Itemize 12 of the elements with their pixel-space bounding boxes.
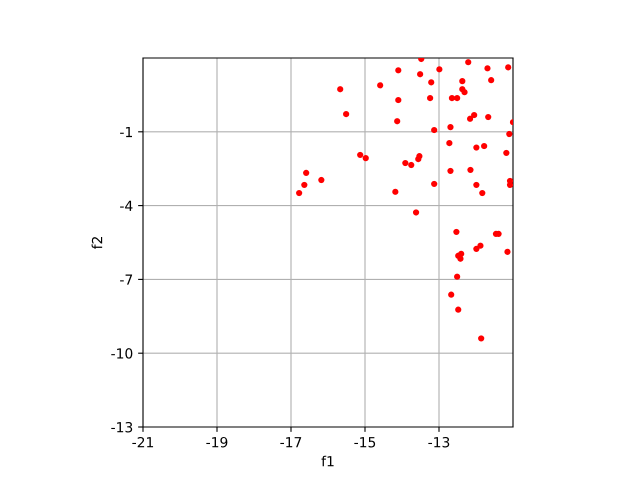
x-tick-label: -17 — [280, 437, 302, 448]
x-tick-label: -19 — [206, 436, 228, 448]
y-tick-label: -4 — [120, 200, 132, 211]
y-tick-label: -10 — [111, 348, 132, 359]
y-tick-label: -13 — [111, 422, 132, 432]
x-axis-title: f1 — [321, 456, 334, 466]
x-tick-label: -21 — [132, 436, 154, 448]
x-tick-label: -15 — [354, 437, 376, 448]
y-tick-label: -7 — [120, 274, 132, 285]
y-axis-title: f2 — [92, 237, 102, 250]
y-tick-label: -1 — [120, 126, 132, 138]
x-tick-label: -13 — [428, 436, 450, 448]
